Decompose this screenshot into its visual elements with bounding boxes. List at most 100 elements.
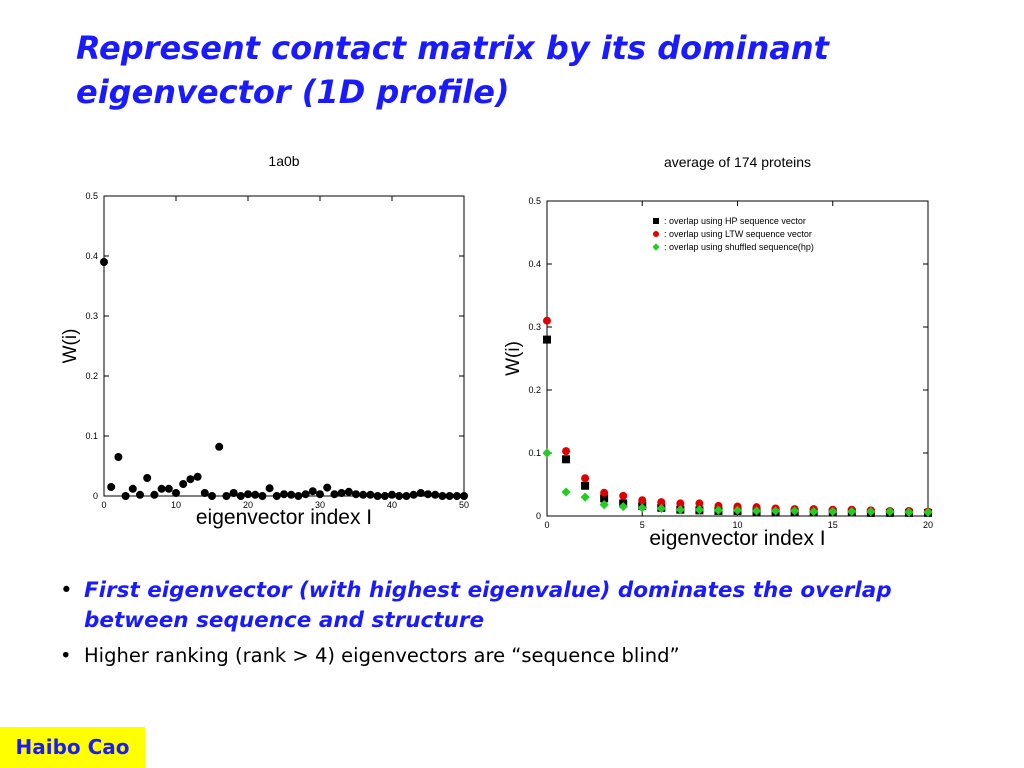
- data-point-s0: [373, 492, 382, 500]
- data-point-s0: [186, 475, 195, 484]
- chart-title: average of 174 proteins: [664, 154, 811, 170]
- y-tick-label: 0.5: [528, 196, 541, 206]
- data-point-s2: [790, 506, 800, 516]
- data-point-s0: [301, 490, 310, 499]
- data-point-s0: [388, 490, 396, 499]
- data-point-s0: [215, 442, 224, 451]
- data-point-s0: [438, 492, 447, 500]
- data-point-s2: [542, 448, 552, 458]
- data-point-s0: [294, 492, 303, 500]
- chart-1a0b: 1a0b 0 0.1 0.2 0.3 0.4 0.5 0 10 20 30 40 50 eigenvect…: [52, 148, 492, 540]
- x-tick-label: 40: [387, 500, 397, 510]
- data-point-s2: [847, 506, 857, 517]
- x-tick-label: 0: [544, 520, 549, 530]
- data-point-s2: [580, 492, 590, 502]
- data-point-s0: [395, 492, 404, 500]
- data-point-s0: [287, 490, 296, 499]
- data-point-s0: [208, 492, 216, 500]
- data-point-s0: [164, 484, 173, 493]
- bullet-first-eigenvector: First eigenvector (with highest eigenval…: [58, 576, 998, 636]
- data-point-s1: [600, 488, 609, 497]
- data-point-s0: [128, 484, 137, 493]
- data-point-s1: [657, 498, 666, 507]
- data-point-s0: [107, 483, 116, 491]
- data-point-s2: [809, 506, 819, 517]
- data-point-s0: [179, 480, 188, 488]
- data-point-s0: [143, 474, 152, 482]
- data-point-s0: [337, 489, 346, 497]
- data-point-s0: [359, 490, 368, 499]
- data-point-s0: [265, 484, 274, 493]
- x-tick-label: 30: [315, 500, 325, 510]
- data-point-s0: [236, 492, 245, 500]
- data-point-s0: [308, 487, 317, 496]
- bullet-list: First eigenvector (with highest eigenval…: [58, 576, 998, 670]
- y-tick-label: 0.4: [85, 251, 98, 261]
- data-point-s0: [424, 490, 432, 499]
- x-tick-label: 10: [171, 500, 181, 510]
- data-point-s0: [460, 492, 468, 500]
- data-point-s0: [157, 484, 166, 493]
- data-point-s0: [316, 490, 324, 499]
- legend-entry: : overlap using HP sequence vector: [664, 216, 806, 226]
- chart-average: average of 174 proteins 0 0.1 0.2 0.3 0.4 0.5 0…: [466, 148, 958, 558]
- x-tick-label: 10: [732, 520, 742, 530]
- y-tick-label: 0.1: [85, 431, 98, 441]
- data-point-s0: [222, 492, 231, 500]
- chart-title: 1a0b: [268, 153, 299, 169]
- legend-marker: [653, 231, 659, 237]
- data-point-s2: [732, 505, 743, 515]
- y-tick-label: 0: [93, 491, 98, 501]
- data-point-s1: [619, 491, 628, 500]
- data-point-s0: [543, 335, 551, 344]
- data-point-s2: [866, 506, 876, 517]
- bullet-sequence-blind: Higher ranking (rank > 4) eigenvectors a…: [58, 642, 998, 670]
- y-tick-label: 0.2: [85, 371, 98, 381]
- x-tick-label: 15: [828, 520, 838, 530]
- data-point-s0: [193, 472, 202, 481]
- data-point-s0: [416, 489, 425, 497]
- data-point-s2: [637, 503, 647, 513]
- data-point-s2: [885, 506, 895, 517]
- legend-marker: [653, 218, 659, 224]
- data-point-s0: [330, 490, 339, 499]
- x-axis-label: eigenvector index I: [649, 527, 825, 550]
- chart-1a0b-svg: 1a0b 0 0.1 0.2 0.3 0.4 0.5 0 10 20 30 40 50 eigenvect…: [60, 153, 469, 529]
- x-axis-label: eigenvector index I: [196, 506, 372, 529]
- data-point-s0: [258, 492, 267, 500]
- data-point-s2: [828, 506, 838, 517]
- data-point-s0: [114, 453, 123, 461]
- legend-marker: [652, 243, 660, 251]
- data-point-s0: [251, 490, 260, 499]
- data-point-s2: [771, 506, 781, 516]
- data-point-s1: [581, 474, 590, 483]
- data-point-s1: [638, 496, 647, 505]
- y-tick-label: 0.1: [528, 448, 541, 458]
- data-point-s0: [280, 490, 288, 499]
- x-tick-label: 0: [101, 500, 106, 510]
- data-point-s0: [136, 490, 144, 499]
- legend-entry: : overlap using LTW sequence vector: [664, 229, 812, 239]
- data-point-s2: [561, 487, 571, 497]
- data-point-s0: [581, 481, 590, 490]
- slide-title: Represent contact matrix by its dominant…: [76, 29, 829, 111]
- data-point-s1: [543, 316, 551, 325]
- data-point-s0: [344, 487, 353, 496]
- data-point-s0: [366, 490, 375, 499]
- x-tick-label: 50: [459, 500, 469, 510]
- data-point-s2: [599, 500, 609, 510]
- data-point-s0: [100, 258, 108, 266]
- legend-entry: : overlap using shuffled sequence(hp): [664, 242, 814, 252]
- y-tick-label: 0: [536, 511, 541, 521]
- data-point-s2: [751, 506, 762, 516]
- data-point-s0: [445, 492, 454, 500]
- plot-frame: [103, 195, 465, 497]
- y-tick-label: 0.5: [85, 191, 98, 201]
- y-tick-label: 0.4: [528, 259, 541, 269]
- data-point-s0: [150, 490, 159, 499]
- author-label: Haibo Cao: [0, 727, 145, 768]
- data-point-s1: [695, 499, 704, 508]
- data-point-s0: [380, 492, 389, 500]
- data-point-s0: [172, 489, 180, 497]
- data-point-s0: [452, 492, 461, 500]
